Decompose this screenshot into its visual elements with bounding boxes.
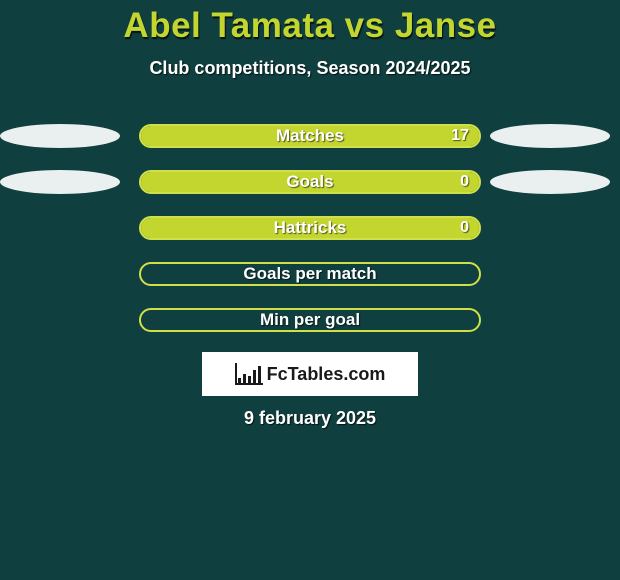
stat-label: Matches [276, 126, 344, 146]
fctables-logo: FcTables.com [202, 352, 418, 396]
stat-label: Min per goal [260, 310, 360, 330]
logo-bar [253, 370, 256, 383]
stat-row: Goals per match [0, 262, 620, 286]
stat-row: Goals 0 [0, 170, 620, 194]
logo-bar [248, 376, 251, 383]
logo-text: FcTables.com [267, 364, 386, 385]
right-player-marker [490, 124, 610, 148]
stat-label: Goals per match [243, 264, 376, 284]
stat-value: 0 [460, 219, 469, 237]
stat-row: Hattricks 0 [0, 216, 620, 240]
stat-value: 0 [460, 173, 469, 191]
logo-bar [258, 366, 261, 383]
stat-row: Min per goal [0, 308, 620, 332]
page-subtitle: Club competitions, Season 2024/2025 [0, 58, 620, 79]
page-title: Abel Tamata vs Janse [0, 0, 620, 46]
stat-bar-min-per-goal: Min per goal [139, 308, 481, 332]
comparison-card: Abel Tamata vs Janse Club competitions, … [0, 0, 620, 580]
footer-date: 9 february 2025 [0, 408, 620, 429]
left-player-marker [0, 170, 120, 194]
stat-bar-hattricks: Hattricks 0 [139, 216, 481, 240]
logo-bar [243, 374, 246, 383]
stat-bar-goals-per-match: Goals per match [139, 262, 481, 286]
logo-bar [238, 378, 241, 383]
stat-row: Matches 17 [0, 124, 620, 148]
stat-bar-goals: Goals 0 [139, 170, 481, 194]
stat-label: Hattricks [274, 218, 347, 238]
stat-rows: Matches 17 Goals 0 Hattricks 0 [0, 124, 620, 332]
stat-bar-matches: Matches 17 [139, 124, 481, 148]
stat-label: Goals [286, 172, 333, 192]
stat-value: 17 [451, 127, 469, 145]
right-player-marker [490, 170, 610, 194]
bar-chart-icon [235, 363, 263, 385]
left-player-marker [0, 124, 120, 148]
